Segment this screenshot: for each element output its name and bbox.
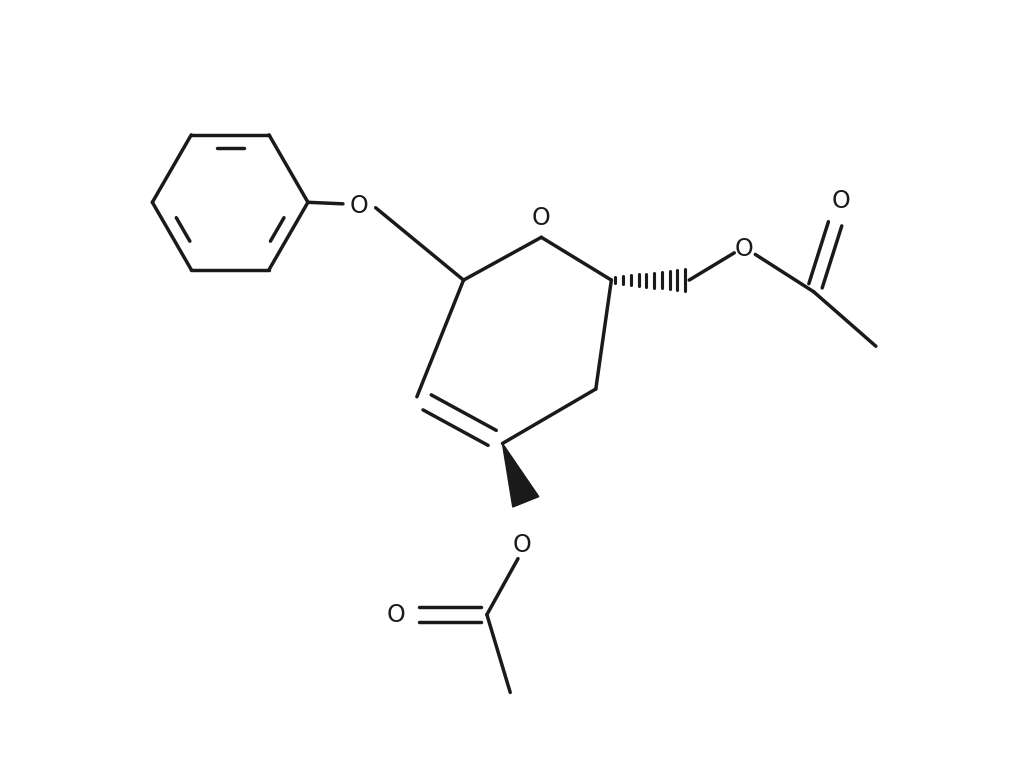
Text: O: O bbox=[349, 194, 368, 218]
Text: O: O bbox=[386, 603, 405, 626]
Text: O: O bbox=[832, 189, 851, 212]
Text: O: O bbox=[513, 533, 531, 556]
Polygon shape bbox=[502, 443, 539, 507]
Text: O: O bbox=[531, 206, 551, 230]
Text: O: O bbox=[735, 237, 753, 261]
